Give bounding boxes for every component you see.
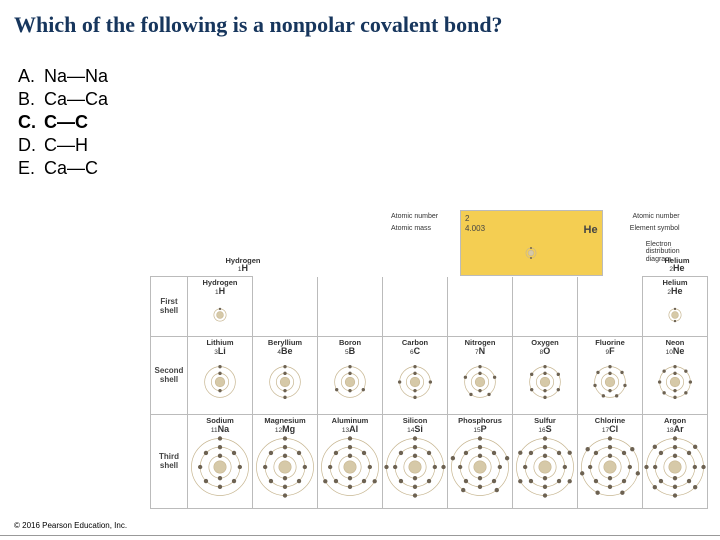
element-symbol: 9F: [579, 347, 641, 357]
element-cell: Phosphorus 15P: [448, 415, 513, 509]
element-symbol: 1H: [189, 287, 251, 297]
element-cell: Aluminum 13Al: [318, 415, 383, 509]
empty-cell: [448, 277, 513, 337]
answer-option[interactable]: E.Ca—C: [18, 158, 720, 179]
element-symbol: 14Si: [384, 425, 446, 435]
answer-letter: E.: [18, 158, 44, 179]
element-cell: Silicon 14Si: [383, 415, 448, 509]
element-cell: Boron 5B: [318, 337, 383, 415]
shell-label: Secondshell: [151, 337, 188, 415]
shell-label: Thirdshell: [151, 415, 188, 509]
copyright-text: © 2016 Pearson Education, Inc.: [14, 521, 127, 530]
element-symbol: 10Ne: [644, 347, 706, 357]
answer-letter: C.: [18, 112, 44, 133]
element-symbol: 4Be: [254, 347, 316, 357]
answer-option[interactable]: D.C—H: [18, 135, 720, 156]
element-symbol: 16S: [514, 425, 576, 435]
element-cell: Sodium 11Na: [188, 415, 253, 509]
answer-option[interactable]: C.C—C: [18, 112, 720, 133]
element-name: Sulfur: [514, 417, 576, 425]
answer-text: Ca—C: [44, 158, 98, 179]
shell-label: Firstshell: [151, 277, 188, 337]
footer-divider: [0, 535, 720, 536]
element-symbol: 8O: [514, 347, 576, 357]
periodic-table-row: Firstshell Hydrogen 1H Helium 2He: [151, 277, 708, 337]
element-symbol: 18Ar: [644, 425, 706, 435]
element-cell: Lithium 3Li: [188, 337, 253, 415]
header-element-label: Hydrogen 1H: [225, 257, 260, 274]
answer-text: Na—Na: [44, 66, 108, 87]
periodic-table-row: Thirdshell Sodium 11Na Magnesium 12Mg Al…: [151, 415, 708, 509]
empty-cell: [513, 277, 578, 337]
element-cell: Sulfur 16S: [513, 415, 578, 509]
answer-letter: B.: [18, 89, 44, 110]
answer-text: C—H: [44, 135, 88, 156]
element-symbol: 7N: [449, 347, 511, 357]
empty-cell: [578, 277, 643, 337]
answer-list: A.Na—NaB.Ca—CaC.C—CD.C—HE.Ca—C: [0, 38, 720, 179]
element-cell: Neon 10Ne: [643, 337, 708, 415]
element-symbol: 6C: [384, 347, 446, 357]
element-symbol: 2He: [644, 287, 706, 297]
element-cell: Hydrogen 1H: [188, 277, 253, 337]
answer-option[interactable]: A.Na—Na: [18, 66, 720, 87]
element-key-box: 2 4.003He Atomic number Atomic mass Atom…: [460, 210, 603, 276]
periodic-table: Hydrogen 1H 2 4.003He Atomic number Atom…: [150, 196, 708, 509]
element-symbol: 13Al: [319, 425, 381, 435]
empty-cell: [383, 277, 448, 337]
answer-letter: A.: [18, 66, 44, 87]
element-symbol: 3Li: [189, 347, 251, 357]
question-text: Which of the following is a nonpolar cov…: [0, 0, 720, 38]
answer-text: Ca—Ca: [44, 89, 108, 110]
periodic-table-row: Secondshell Lithium 3Li Beryllium 4Be Bo…: [151, 337, 708, 415]
answer-letter: D.: [18, 135, 44, 156]
element-cell: Argon 18Ar: [643, 415, 708, 509]
element-name: Phosphorus: [449, 417, 511, 425]
element-cell: Beryllium 4Be: [253, 337, 318, 415]
element-cell: Fluorine 9F: [578, 337, 643, 415]
element-symbol: 5B: [319, 347, 381, 357]
element-cell: Nitrogen 7N: [448, 337, 513, 415]
element-cell: Helium 2He: [643, 277, 708, 337]
element-cell: Carbon 6C: [383, 337, 448, 415]
element-cell: Chlorine 17Cl: [578, 415, 643, 509]
empty-cell: [253, 277, 318, 337]
element-cell: Oxygen 8O: [513, 337, 578, 415]
element-cell: Magnesium 12Mg: [253, 415, 318, 509]
element-symbol: 15P: [449, 425, 511, 435]
empty-cell: [318, 277, 383, 337]
element-symbol: 17Cl: [579, 425, 641, 435]
answer-text: C—C: [44, 112, 88, 133]
element-symbol: 11Na: [189, 425, 251, 435]
answer-option[interactable]: B.Ca—Ca: [18, 89, 720, 110]
element-symbol: 12Mg: [254, 425, 316, 435]
